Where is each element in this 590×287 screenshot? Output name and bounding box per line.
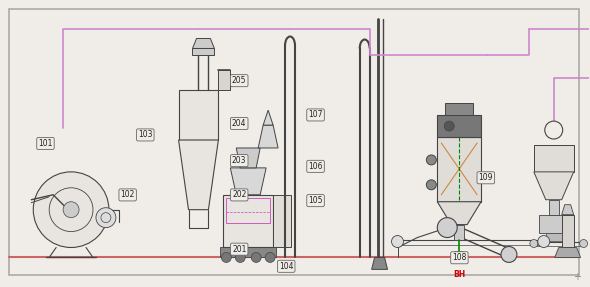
Text: 201: 201 bbox=[232, 245, 247, 254]
Circle shape bbox=[545, 121, 563, 139]
Polygon shape bbox=[218, 70, 230, 90]
Text: 104: 104 bbox=[279, 262, 293, 271]
Polygon shape bbox=[230, 168, 266, 195]
Bar bbox=[220, 247, 276, 257]
Circle shape bbox=[235, 253, 245, 262]
Text: 108: 108 bbox=[452, 253, 467, 262]
Polygon shape bbox=[236, 148, 260, 168]
Bar bbox=[546, 232, 562, 241]
Text: BH: BH bbox=[453, 270, 466, 279]
Text: 204: 204 bbox=[232, 119, 247, 128]
Bar bbox=[224, 195, 273, 247]
Text: 102: 102 bbox=[120, 190, 135, 199]
Polygon shape bbox=[555, 247, 581, 257]
Bar bbox=[273, 195, 291, 247]
Text: 202: 202 bbox=[232, 190, 247, 199]
Circle shape bbox=[444, 121, 454, 131]
Polygon shape bbox=[192, 49, 214, 55]
Bar bbox=[454, 225, 464, 240]
Circle shape bbox=[96, 208, 116, 228]
Circle shape bbox=[392, 236, 404, 247]
Polygon shape bbox=[179, 140, 218, 210]
Circle shape bbox=[501, 247, 517, 262]
Polygon shape bbox=[534, 172, 573, 200]
Polygon shape bbox=[562, 205, 573, 215]
Text: 107: 107 bbox=[309, 110, 323, 119]
Circle shape bbox=[251, 253, 261, 262]
Bar bbox=[437, 115, 481, 137]
Circle shape bbox=[33, 172, 109, 247]
Circle shape bbox=[221, 253, 231, 262]
Polygon shape bbox=[534, 145, 573, 172]
Polygon shape bbox=[179, 90, 218, 140]
Bar bbox=[549, 200, 559, 215]
Circle shape bbox=[63, 202, 79, 218]
Bar bbox=[227, 198, 270, 223]
Text: 205: 205 bbox=[232, 76, 247, 85]
Polygon shape bbox=[437, 202, 481, 225]
Text: 109: 109 bbox=[478, 173, 493, 182]
Polygon shape bbox=[258, 125, 278, 148]
Polygon shape bbox=[192, 38, 214, 49]
Circle shape bbox=[265, 253, 275, 262]
Text: +: + bbox=[573, 272, 581, 282]
Text: 106: 106 bbox=[309, 162, 323, 171]
Text: 203: 203 bbox=[232, 156, 247, 165]
Polygon shape bbox=[263, 110, 273, 125]
Circle shape bbox=[427, 155, 437, 165]
Text: 103: 103 bbox=[138, 130, 153, 139]
Circle shape bbox=[530, 240, 538, 247]
Bar bbox=[445, 103, 473, 115]
Text: 105: 105 bbox=[309, 196, 323, 205]
Bar bbox=[437, 137, 481, 202]
Bar bbox=[539, 215, 569, 232]
Text: 101: 101 bbox=[38, 139, 53, 148]
Circle shape bbox=[427, 180, 437, 190]
Circle shape bbox=[579, 240, 588, 247]
Polygon shape bbox=[372, 257, 388, 269]
Circle shape bbox=[538, 236, 550, 247]
Polygon shape bbox=[562, 215, 573, 247]
Circle shape bbox=[437, 218, 457, 238]
